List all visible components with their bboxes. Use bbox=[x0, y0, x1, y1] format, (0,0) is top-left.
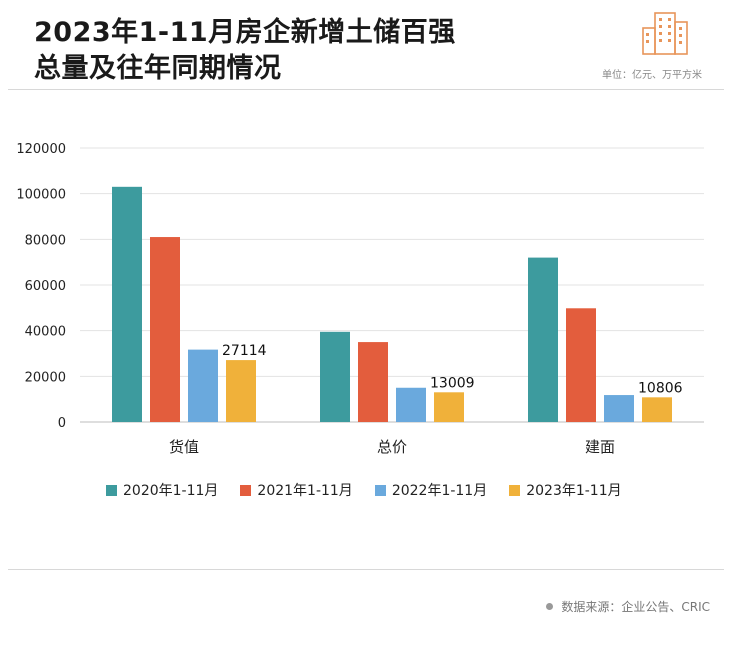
source-note: 数据来源：企业公告、CRIC bbox=[546, 598, 710, 615]
data-label-货值: 27114 bbox=[222, 343, 267, 359]
y-tick-label-120000: 120000 bbox=[16, 142, 66, 157]
data-label-总价: 13009 bbox=[430, 375, 475, 391]
bar-建面-2022年1-11月 bbox=[604, 395, 634, 422]
bar-建面-2020年1-11月 bbox=[528, 257, 558, 422]
chart-title-line-1: 2023年1-11月房企新增土储百强 bbox=[34, 17, 456, 48]
bar-建面-2023年1-11月 bbox=[642, 397, 672, 422]
bar-建面-2021年1-11月 bbox=[566, 308, 596, 422]
chart-title: 2023年1-11月房企新增土储百强 总量及往年同期情况 bbox=[34, 15, 456, 87]
x-category-label-总价: 总价 bbox=[377, 438, 407, 456]
legend-label-2023: 2023年1-11月 bbox=[526, 483, 622, 499]
legend-item-2023: 2023年1-11月 bbox=[509, 480, 622, 500]
bar-总价-2022年1-11月 bbox=[396, 387, 426, 422]
legend-label-2021: 2021年1-11月 bbox=[257, 483, 353, 499]
bar-货值-2023年1-11月 bbox=[226, 360, 256, 422]
chart-legend: 2020年1-11月 2021年1-11月 2022年1-11月 2023年1-… bbox=[106, 480, 622, 500]
y-tick-label-80000: 80000 bbox=[25, 233, 66, 248]
unit-label: 单位：亿元、万平方米 bbox=[602, 70, 702, 81]
legend-label-2022: 2022年1-11月 bbox=[391, 483, 488, 499]
legend-item-2022: 2022年1-11月 bbox=[374, 480, 488, 500]
header-divider bbox=[8, 89, 724, 90]
y-tick-label-100000: 100000 bbox=[16, 188, 66, 203]
footer-divider bbox=[8, 569, 724, 570]
y-tick-label-0: 0 bbox=[58, 416, 66, 431]
bar-货值-2022年1-11月 bbox=[188, 349, 218, 422]
data-label-建面: 10806 bbox=[638, 380, 683, 396]
bullet-dot-icon bbox=[546, 603, 554, 610]
building-logo-icon bbox=[642, 12, 688, 55]
x-category-label-货值: 货值 bbox=[169, 438, 199, 456]
bar-chart: 0 20000 40000 60000 80000 100000 120000 27114 货… bbox=[16, 142, 704, 456]
y-tick-label-20000: 20000 bbox=[25, 370, 66, 385]
y-tick-label-40000: 40000 bbox=[25, 325, 66, 340]
bar-总价-2021年1-11月 bbox=[358, 342, 388, 422]
legend-label-2020: 2020年1-11月 bbox=[123, 483, 219, 499]
bar-总价-2023年1-11月 bbox=[434, 392, 464, 422]
legend-swatch-2021 bbox=[240, 484, 252, 496]
legend-swatch-2020 bbox=[106, 484, 117, 496]
y-tick-label-60000: 60000 bbox=[25, 279, 66, 294]
legend-item-2020: 2020年1-11月 bbox=[106, 480, 218, 500]
bar-货值-2020年1-11月 bbox=[112, 186, 142, 422]
legend-item-2021: 2021年1-11月 bbox=[240, 480, 353, 500]
chart-title-line-2: 总量及往年同期情况 bbox=[34, 53, 282, 84]
legend-swatch-2022 bbox=[374, 484, 386, 496]
x-category-label-建面: 建面 bbox=[585, 438, 615, 456]
bar-总价-2020年1-11月 bbox=[320, 331, 350, 422]
legend-swatch-2023 bbox=[509, 484, 521, 496]
source-text: 数据来源：企业公告、CRIC bbox=[561, 600, 710, 614]
bar-货值-2021年1-11月 bbox=[150, 237, 180, 422]
